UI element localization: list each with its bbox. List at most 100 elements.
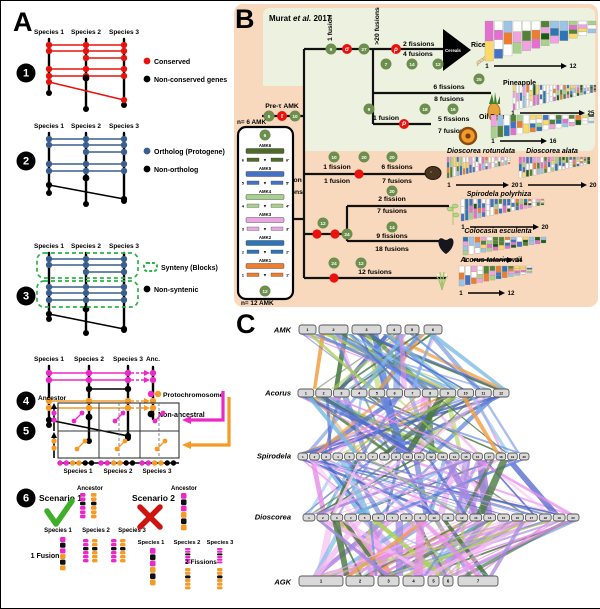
karyotype-segment [503, 32, 513, 45]
karyotype-segment [507, 198, 511, 203]
karyotype-segment [586, 90, 590, 94]
karyotype-segment [569, 162, 573, 166]
chromosome-end-dot [46, 316, 52, 322]
gene-dot [82, 255, 90, 263]
karyotype-segment [456, 161, 459, 167]
chromosome-ideogram [185, 568, 191, 590]
ideogram-band [217, 556, 223, 559]
legend-dot [147, 390, 155, 398]
karyotype-segment [569, 87, 573, 92]
dotplot [51, 402, 180, 466]
gene-dot [82, 167, 90, 175]
scenario-number-text: 4 [23, 396, 30, 408]
ancestor-label: Ancestor [77, 486, 104, 492]
karyotype-segment [556, 84, 560, 91]
amk-chromosome-name: AMK3 [259, 212, 272, 217]
karyotype-segment [519, 203, 524, 210]
karyotype-segment [477, 278, 483, 283]
karyotype-segment [540, 200, 545, 203]
karyotype-segment [498, 236, 505, 242]
gene-dot [45, 72, 53, 80]
gene-dot [120, 148, 128, 156]
karyotype-segment [533, 95, 536, 106]
axis-start: 1 [485, 63, 489, 70]
karyotype-segment [507, 205, 511, 209]
karyotype-segment [481, 212, 486, 217]
chromosome-block [309, 452, 320, 461]
gene-dot [45, 261, 53, 269]
scenario-title: Scenario 1 [39, 493, 82, 503]
gene-dot [120, 268, 128, 276]
synteny-ribbon [354, 460, 414, 514]
karyotype-segment [568, 29, 578, 34]
karyotype-segment [477, 212, 482, 218]
node-value: P [402, 122, 407, 128]
synteny-ribbon [350, 334, 406, 389]
synteny-ribbon [328, 397, 431, 453]
node-circle [399, 119, 409, 129]
legend-dot [143, 147, 151, 155]
synteny-ribbon [461, 397, 500, 453]
karyotype-segment [504, 236, 511, 241]
karyotype-segment [529, 114, 536, 120]
karyotype-axis: 1 25 [511, 110, 595, 117]
karyotype-segment [575, 119, 582, 126]
karyotype-segment [528, 205, 532, 208]
karyotype-segment [583, 84, 587, 89]
axis-end: 20 [542, 224, 549, 231]
karyotype-segment [458, 279, 465, 287]
gene-dot [120, 135, 128, 143]
karyotype-segment [533, 162, 537, 170]
protochromosome-dot [149, 376, 157, 384]
synteny-ribbon [379, 397, 408, 453]
karyotype-segment [558, 156, 562, 162]
karyotype-segment [529, 123, 536, 128]
legend-item: Non-syntenic [143, 285, 198, 294]
karyotype-segment [543, 84, 546, 92]
ideogram-band [60, 548, 66, 554]
karyotype-segment [474, 242, 481, 248]
chromosome-number: 9 [447, 392, 449, 396]
karyotype-segment [462, 245, 469, 251]
karyotype-segment [586, 87, 590, 91]
karyotype-segment [542, 119, 549, 126]
karyotype-segment [462, 236, 469, 242]
karyotype-segment [504, 156, 507, 162]
chromosome-number: 16 [516, 516, 520, 520]
synteny-ribbon [428, 334, 507, 389]
karyotype [518, 156, 591, 179]
amk-top-label: n= 6 AMK [237, 119, 266, 126]
karyotype-segment [510, 244, 517, 248]
species-row: Rice 1 12 [471, 20, 597, 70]
synteny-ribbon [346, 521, 391, 576]
synteny-ribbon [309, 460, 552, 514]
karyotype-segment [590, 90, 593, 93]
karyotype-segment [492, 246, 499, 251]
karyotype-segment [578, 31, 587, 36]
axis-end: 25 [588, 110, 595, 117]
karyotype-segment [495, 269, 502, 273]
karyotype-segment [569, 90, 573, 95]
karyotype-segment [504, 160, 507, 165]
karyotype-segment [580, 89, 583, 93]
species-label: Species 2 [174, 540, 201, 546]
synteny-ribbon [470, 397, 510, 453]
gene-dot [45, 376, 53, 384]
karyotype-segment [494, 203, 498, 210]
karyotype-segment [465, 265, 471, 276]
karyotype-segment [510, 236, 517, 240]
karyotype-segment [519, 100, 523, 109]
legend-label: Non-conserved genes [154, 77, 227, 84]
amk-chromosome-name: AMK6 [259, 143, 272, 148]
dotplot-dot [74, 446, 80, 452]
karyotype-segment [576, 90, 580, 94]
node-value: 6 [264, 133, 267, 139]
karyotype-segment [549, 114, 556, 120]
chromosome-number: 6 [378, 516, 380, 520]
chromosome-number: 6 [394, 392, 396, 396]
karyotype-segment [518, 170, 522, 179]
synteny-ribbon [345, 334, 450, 389]
chromosome-number: 20 [523, 455, 527, 459]
karyotype-axis: 1 12 [485, 63, 577, 70]
node-value: 14 [389, 225, 395, 231]
